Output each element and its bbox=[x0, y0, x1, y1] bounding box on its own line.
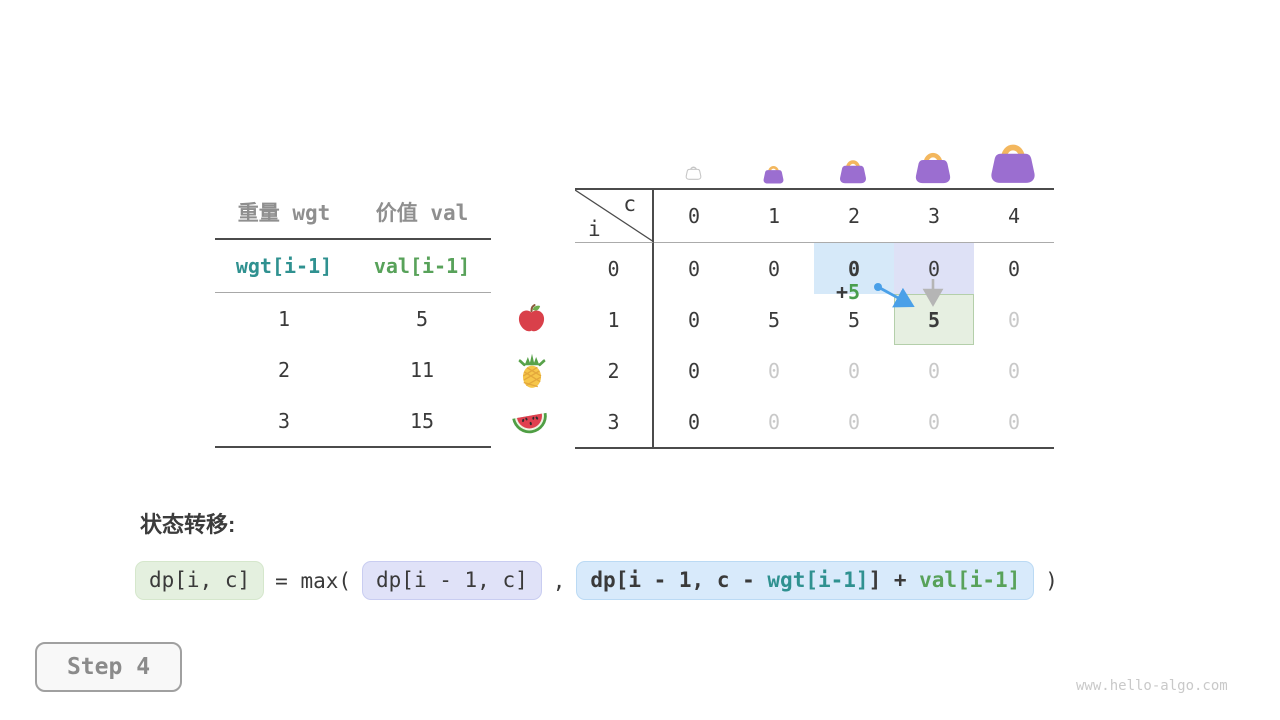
item-value: 5 bbox=[415, 306, 429, 331]
formula-lhs-badge: dp[i, c] bbox=[135, 561, 265, 601]
bag-icon-capacity-4 bbox=[988, 136, 1038, 188]
items-table-header: 重量 wgt 价值 val bbox=[215, 186, 491, 240]
item-row: 1 5 bbox=[215, 293, 491, 344]
added-value: 5 bbox=[848, 280, 861, 304]
val-var-cell: val[i-1] bbox=[373, 254, 471, 278]
dp-cell-pending: 0 bbox=[1007, 358, 1021, 383]
dp-cell: 5 bbox=[847, 307, 861, 332]
step-indicator: Step 4 bbox=[35, 642, 182, 692]
dp-cell: 0 bbox=[687, 307, 701, 332]
formula-operator: = max( bbox=[275, 568, 352, 593]
formula-close-paren: ) bbox=[1045, 568, 1058, 593]
take-expr-pre: dp[i - 1, c - bbox=[590, 568, 768, 592]
dp-table: c i 0 1 2 3 4 0 0 0 0 0 0 1 0 5 5 5 0 2 … bbox=[575, 188, 1054, 449]
dp-col-header: 0 bbox=[654, 190, 734, 243]
item-value: 15 bbox=[409, 408, 435, 433]
watermelon-icon bbox=[510, 406, 550, 440]
dp-cell-pending: 0 bbox=[927, 409, 941, 434]
item-weight: 2 bbox=[277, 357, 291, 382]
formula-separator: , bbox=[552, 568, 566, 593]
dp-col-header: 2 bbox=[814, 190, 894, 243]
bag-icon-capacity-2 bbox=[838, 155, 868, 188]
item-weight: 1 bbox=[277, 306, 291, 331]
dp-cell: 5 bbox=[767, 307, 781, 332]
dp-cell: 0 bbox=[687, 358, 701, 383]
dp-cell-pending: 0 bbox=[767, 358, 781, 383]
dp-row-header: 0 bbox=[575, 243, 654, 294]
item-row: 2 11 bbox=[215, 344, 491, 395]
item-var-label: i bbox=[588, 217, 601, 241]
plus-sign: + bbox=[836, 280, 849, 304]
dp-col-header: 1 bbox=[734, 190, 814, 243]
formula-take-badge: dp[i - 1, c - wgt[i-1]] + val[i-1] bbox=[576, 561, 1035, 601]
dp-cell: 0 bbox=[767, 256, 781, 281]
transition-heading: 状态转移: bbox=[140, 512, 236, 537]
wgt-var-cell: wgt[i-1] bbox=[235, 254, 333, 278]
pineapple-icon bbox=[518, 352, 546, 394]
dp-row-header: 2 bbox=[575, 345, 654, 396]
dp-cell-pending: 0 bbox=[1007, 409, 1021, 434]
apple-icon bbox=[516, 302, 547, 338]
value-column-header: 价值 val bbox=[375, 201, 469, 225]
transition-arrows bbox=[874, 279, 944, 308]
dp-cell-pending: 0 bbox=[847, 358, 861, 383]
items-table-var-row: wgt[i-1] val[i-1] bbox=[215, 240, 491, 293]
corner-diagonal-line bbox=[575, 190, 654, 242]
dp-col-header: 3 bbox=[894, 190, 974, 243]
capacity-var-label: c bbox=[623, 192, 636, 216]
transition-formula: dp[i, c] = max( dp[i - 1, c] , dp[i - 1,… bbox=[135, 561, 1058, 601]
dp-cell-pending: 0 bbox=[927, 358, 941, 383]
dp-cell: 0 bbox=[687, 409, 701, 434]
take-expr-wgt: wgt[i-1] bbox=[767, 568, 869, 592]
dp-col-header: 4 bbox=[974, 190, 1054, 243]
bag-icon-capacity-3 bbox=[913, 146, 953, 188]
step-label: Step 4 bbox=[66, 654, 151, 680]
item-value: 11 bbox=[409, 357, 435, 382]
dp-cell-pending: 0 bbox=[767, 409, 781, 434]
take-expr-val: val[i-1] bbox=[919, 568, 1021, 592]
item-weight: 3 bbox=[277, 408, 291, 433]
take-expr-mid: ] + bbox=[868, 568, 920, 592]
item-row: 3 15 bbox=[215, 395, 491, 446]
items-table: 重量 wgt 价值 val wgt[i-1] val[i-1] 1 5 2 11… bbox=[215, 186, 491, 448]
formula-skip-badge: dp[i - 1, c] bbox=[362, 561, 542, 601]
dp-corner-cell: c i bbox=[575, 190, 654, 243]
add-value-annotation: +5 bbox=[836, 280, 860, 304]
dp-cell: 0 bbox=[1007, 256, 1021, 281]
dp-row-header: 1 bbox=[575, 294, 654, 345]
bag-icon-capacity-1 bbox=[762, 162, 785, 188]
watermark: www.hello-algo.com bbox=[1076, 678, 1228, 694]
dp-cell-pending: 0 bbox=[847, 409, 861, 434]
dp-cell-pending: 0 bbox=[1007, 307, 1021, 332]
bag-icon-capacity-0 bbox=[685, 163, 702, 184]
dp-row-header: 3 bbox=[575, 396, 654, 447]
take-arrow bbox=[879, 286, 915, 308]
dp-cell: 0 bbox=[687, 256, 701, 281]
weight-column-header: 重量 wgt bbox=[237, 201, 331, 225]
